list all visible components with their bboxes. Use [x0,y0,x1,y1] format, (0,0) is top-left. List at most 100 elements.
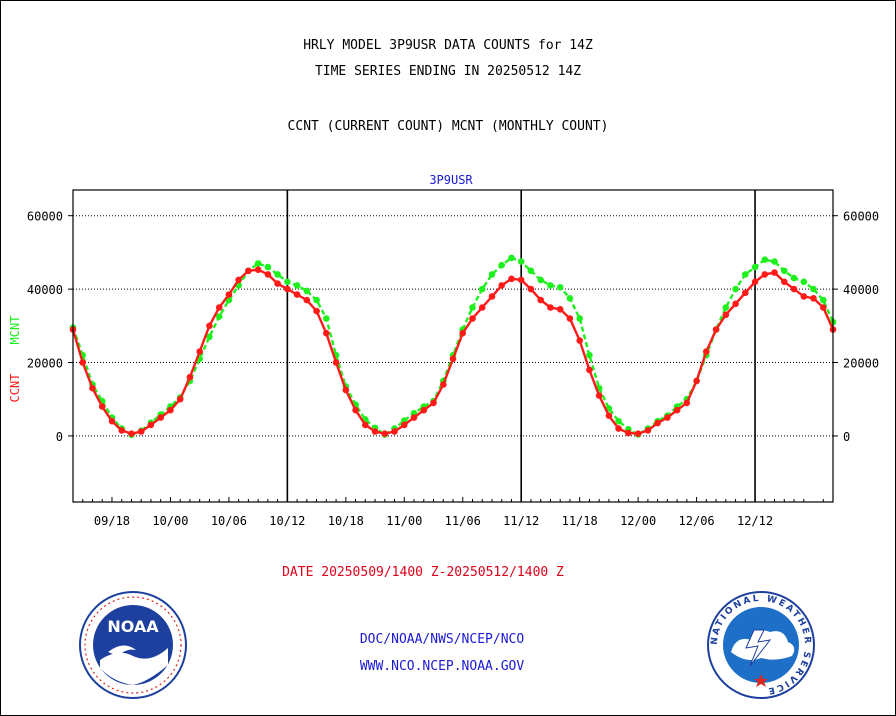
point-ccnt [751,278,759,286]
point-ccnt [703,348,710,355]
point-mcnt [284,278,291,286]
y-tick-label-right: 60000 [843,210,879,224]
x-tick-label: 11/12 [503,514,539,528]
point-mcnt [751,263,759,271]
x-tick-label: 10/00 [152,514,188,528]
gridlines [73,215,833,437]
point-ccnt [323,329,330,337]
point-ccnt [98,403,106,410]
point-ccnt [420,406,428,414]
point-mcnt [264,263,272,271]
y-axis-label-mcnt: MCNT [8,316,22,345]
point-mcnt [820,296,827,304]
point-ccnt [293,291,301,298]
x-tick-label: 11/00 [386,514,422,528]
point-ccnt [196,348,203,355]
point-ccnt [89,384,96,392]
series-line-ccnt [71,268,835,435]
point-ccnt [157,414,164,421]
point-ccnt [469,315,476,322]
point-ccnt [371,428,379,435]
y-tick-label-left: 40000 [27,283,63,297]
point-ccnt [478,304,486,311]
point-mcnt [206,333,213,341]
point-ccnt [235,276,242,284]
series-group [69,254,837,439]
point-ccnt [732,300,739,308]
point-ccnt [673,406,681,414]
point-ccnt [128,430,135,438]
point-mcnt [488,271,496,278]
point-ccnt [595,392,603,399]
point-mcnt [615,417,622,425]
plot-frame [72,189,834,503]
x-tick-label: 12/12 [737,514,773,528]
point-ccnt [634,430,642,438]
header-title-line2: TIME SERIES ENDING IN 20250512 14Z [314,64,582,79]
point-mcnt [800,278,808,286]
point-ccnt [820,304,827,311]
chart-title: 3P9USR [429,173,473,187]
point-mcnt [254,260,262,267]
point-mcnt [586,351,593,359]
point-ccnt [186,373,194,381]
point-ccnt [254,266,262,274]
point-ccnt [79,359,86,366]
point-ccnt [381,430,389,438]
axes-group [72,189,834,503]
x-tick-label: 12/00 [620,514,656,528]
x-tick-label: 10/06 [211,514,247,528]
y-tick-label-right: 40000 [843,283,879,297]
point-mcnt [576,315,583,322]
point-ccnt [771,269,778,276]
point-ccnt [147,421,155,429]
point-mcnt [742,271,749,278]
point-ccnt [391,428,398,435]
point-mcnt [556,284,564,291]
point-mcnt [478,285,486,293]
point-mcnt [323,315,330,322]
point-mcnt [781,267,788,275]
y-axis-label-ccnt: CCNT [8,374,22,403]
y-tick-label-right: 0 [843,430,850,444]
point-ccnt [284,285,291,293]
point-ccnt [167,406,174,414]
point-mcnt [313,296,320,304]
point-mcnt [215,313,223,320]
point-ccnt [303,296,311,304]
point-ccnt [644,427,652,434]
point-mcnt [508,254,515,262]
point-mcnt [810,285,817,293]
point-ccnt [790,285,798,293]
point-ccnt [517,276,525,284]
point-mcnt [790,274,798,282]
x-tick-label: 10/18 [328,514,364,528]
point-mcnt [732,285,739,293]
header-title-line1: HRLY MODEL 3P9USR DATA COUNTS for 14Z [303,38,593,53]
point-ccnt [176,395,184,403]
point-ccnt [342,386,350,394]
point-ccnt [108,417,116,425]
x-tick-label: 10/12 [269,514,305,528]
point-mcnt [547,282,554,289]
point-ccnt [527,285,535,293]
point-ccnt [215,304,223,311]
point-ccnt [352,406,359,414]
point-mcnt [498,261,506,269]
series-line-mcnt [71,256,835,437]
point-ccnt [625,429,632,437]
point-mcnt [469,304,476,311]
point-ccnt [576,337,583,344]
point-ccnt [800,293,808,300]
point-ccnt [313,307,320,315]
point-ccnt [781,278,788,286]
point-ccnt [362,421,369,429]
point-ccnt [537,296,544,304]
noaa-logo: NOAA [79,591,187,699]
point-mcnt [566,295,574,302]
point-ccnt [742,289,749,297]
point-ccnt [654,419,661,427]
point-ccnt [245,267,252,275]
point-ccnt [664,414,671,421]
